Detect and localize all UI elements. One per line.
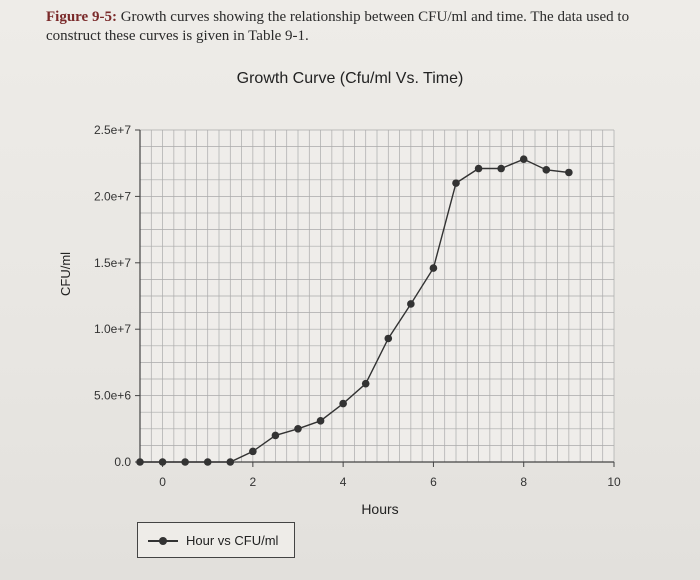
y-tick-label: 2.5e+7 <box>94 123 131 137</box>
data-point <box>542 166 551 174</box>
data-point <box>361 379 370 388</box>
data-point <box>565 168 573 177</box>
data-point <box>136 458 144 466</box>
x-axis-label: Hours <box>361 501 399 517</box>
y-tick-label: 0.0 <box>114 455 131 469</box>
data-point <box>158 458 167 466</box>
x-tick-label: 0 <box>159 475 166 489</box>
data-point <box>452 179 460 187</box>
data-point <box>181 458 189 466</box>
data-point <box>497 164 505 173</box>
data-point <box>474 164 483 173</box>
chart-legend: Hour vs CFU/ml <box>137 522 295 558</box>
x-tick-label: 10 <box>607 475 621 489</box>
data-point <box>203 458 212 466</box>
y-tick-label: 5.0e+6 <box>94 389 131 403</box>
data-point <box>249 447 257 456</box>
caption-text: Growth curves showing the relationship b… <box>46 9 630 44</box>
data-point <box>294 425 302 433</box>
figure-number: Figure 9-5: <box>46 9 117 25</box>
data-point <box>271 431 280 440</box>
chart-title: Growth Curve (Cfu/ml Vs. Time) <box>236 70 464 87</box>
x-tick-label: 4 <box>340 475 347 489</box>
y-axis-label: CFU/ml <box>58 251 73 296</box>
figure-caption: Figure 9-5: Growth curves showing the re… <box>46 8 686 46</box>
data-point <box>429 264 438 272</box>
data-point <box>519 155 528 164</box>
y-tick-label: 2.0e+7 <box>94 189 131 203</box>
data-point <box>339 399 347 408</box>
x-tick-label: 2 <box>250 475 257 489</box>
x-tick-label: 8 <box>520 475 527 489</box>
data-point <box>226 458 235 466</box>
data-point <box>384 334 393 343</box>
y-tick-label: 1.5e+7 <box>94 256 131 270</box>
data-point <box>407 300 415 308</box>
x-tick-label: 6 <box>430 475 437 489</box>
data-point <box>316 417 325 425</box>
legend-label: Hour vs CFU/ml <box>186 533 279 548</box>
legend-marker-icon <box>159 537 167 545</box>
y-tick-label: 1.0e+7 <box>94 322 131 336</box>
